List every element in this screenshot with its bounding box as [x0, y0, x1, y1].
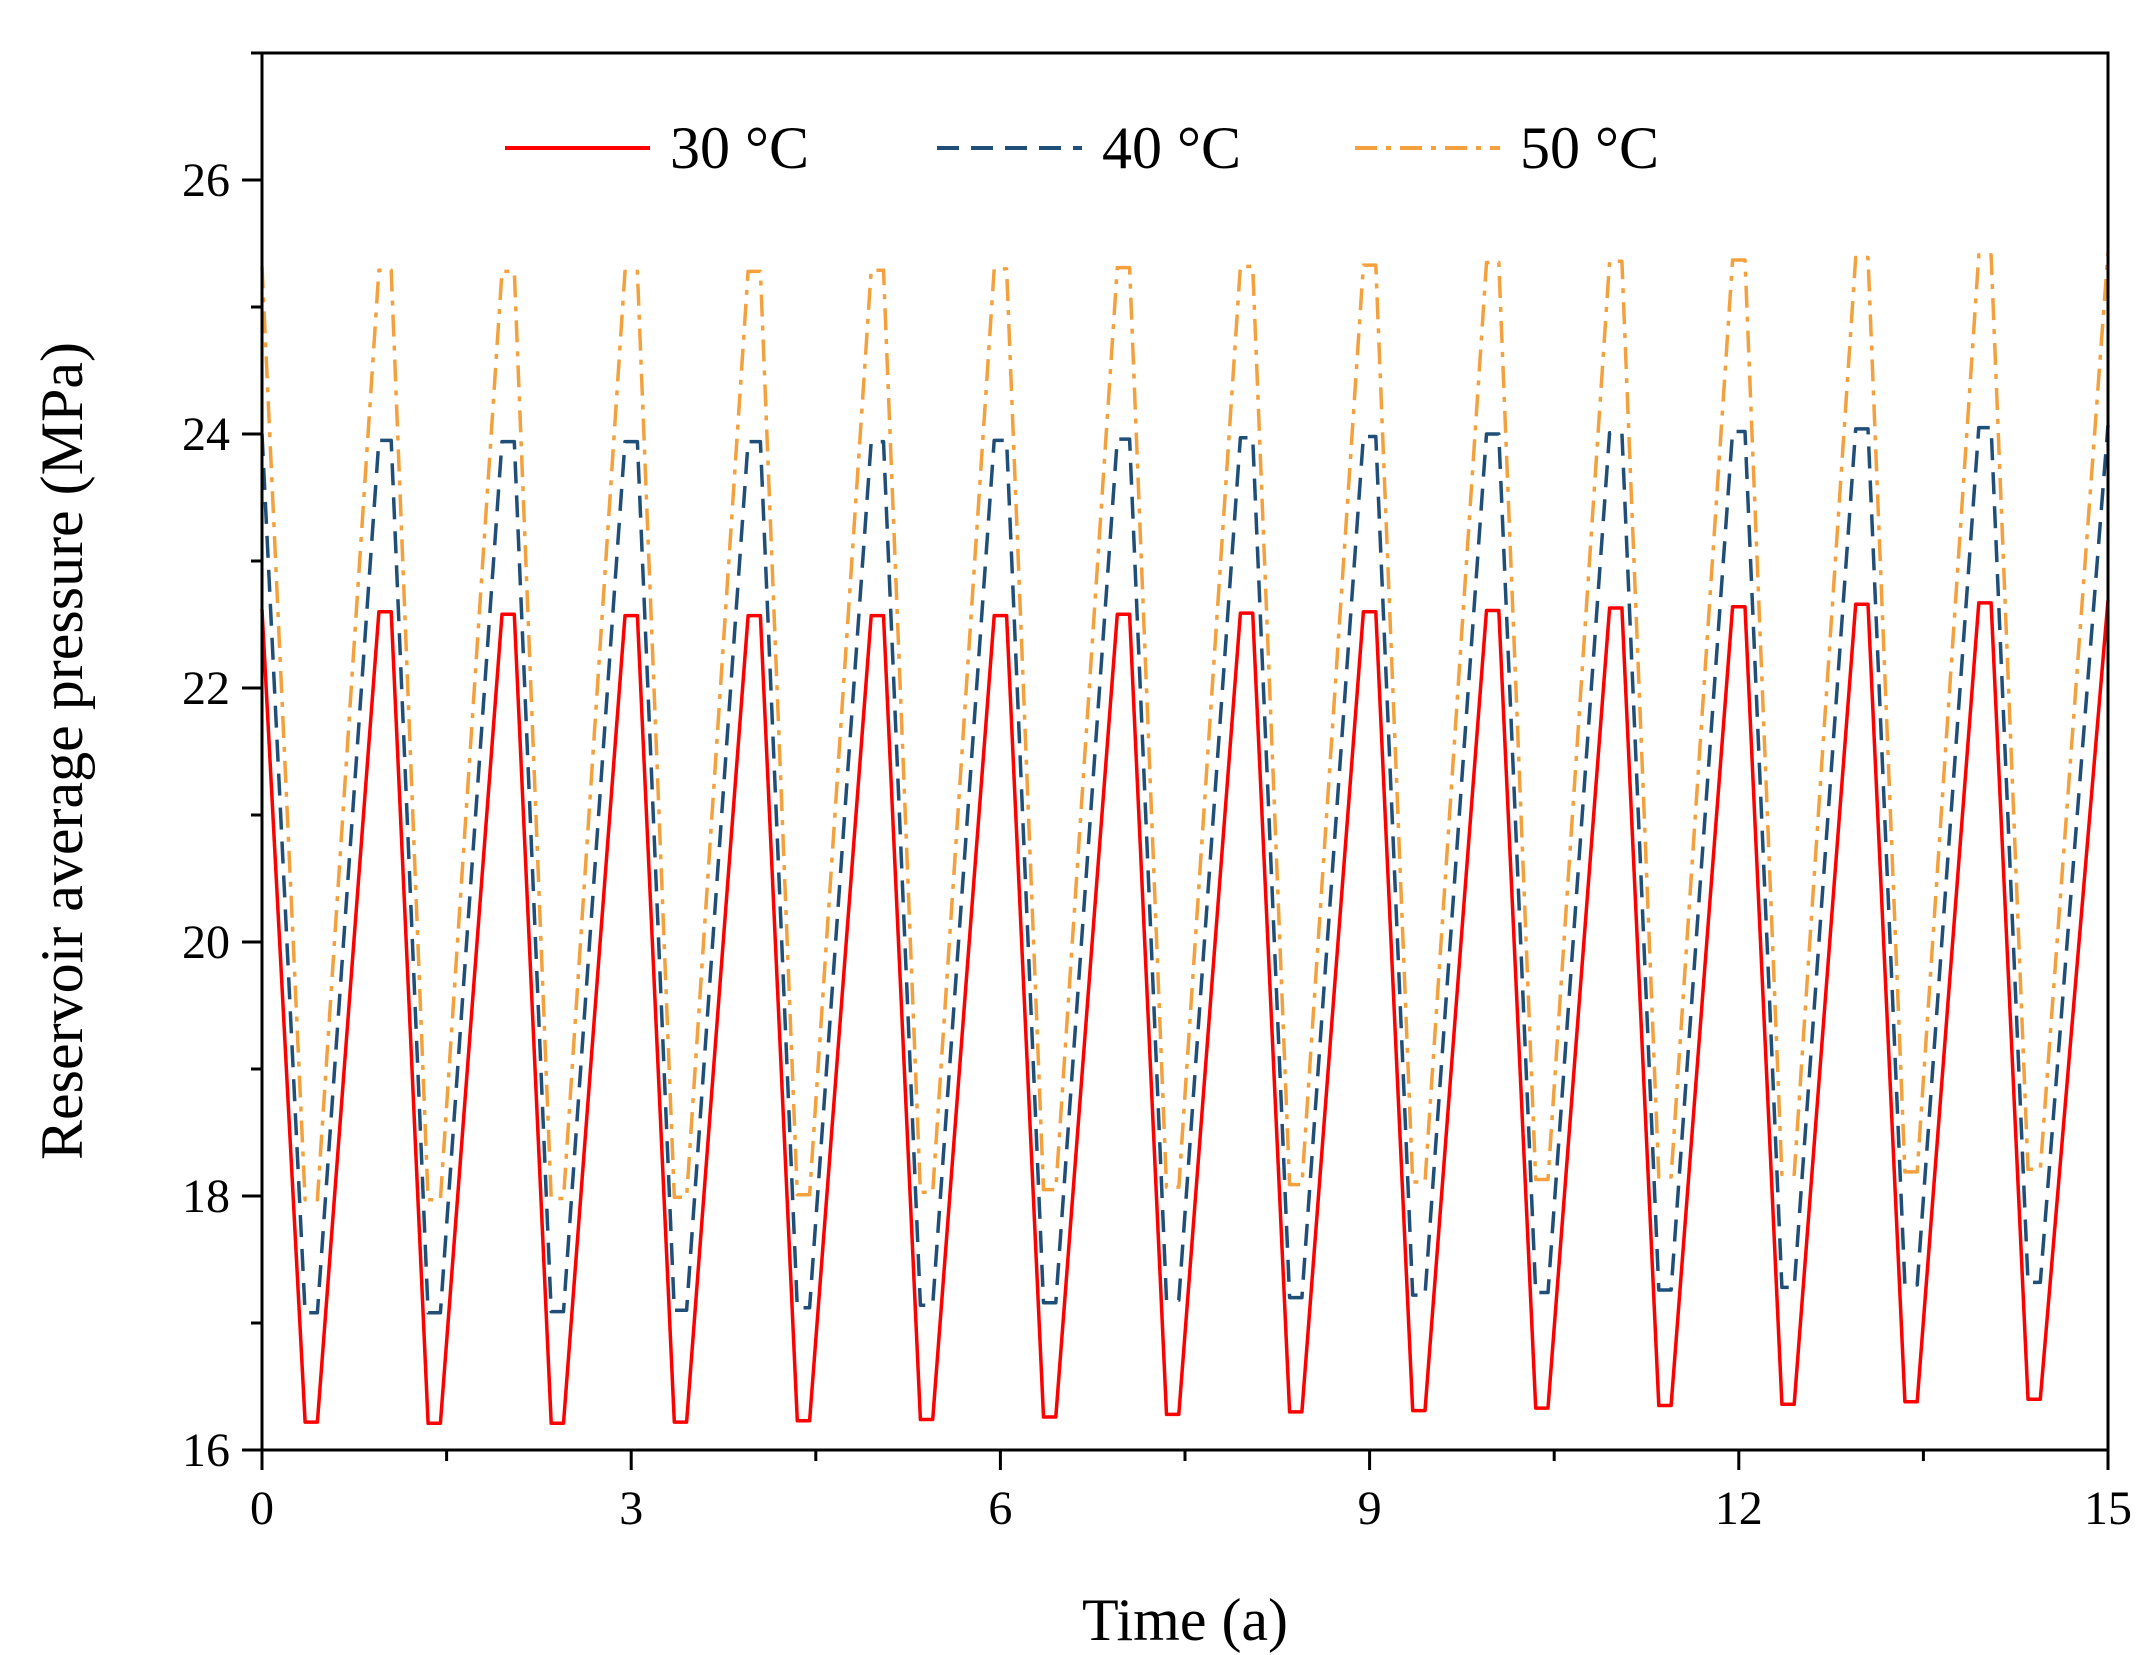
x-axis-title: Time (a): [1082, 1587, 1288, 1653]
x-tick-label: 3: [619, 1482, 643, 1535]
plot-area: [260, 51, 2110, 1452]
y-axis-title: Reservoir average pressure (MPa): [29, 342, 95, 1160]
y-tick-label: 20: [182, 916, 230, 969]
legend-label-3: 50 °C: [1520, 115, 1659, 181]
y-tick-label: 22: [182, 662, 230, 715]
y-tick-label: 16: [182, 1424, 230, 1477]
x-tick-label: 9: [1358, 1482, 1382, 1535]
x-tick-label: 12: [1715, 1482, 1763, 1535]
series-line-2: [260, 424, 2110, 1315]
y-axis: 16 18 20 22 24 26: [182, 51, 262, 1477]
legend-label-2: 40 °C: [1102, 115, 1241, 181]
y-tick-label: 26: [182, 154, 230, 207]
legend: 30 °C 40 °C 50 °C: [505, 115, 1659, 181]
x-tick-label: 0: [250, 1482, 274, 1535]
y-tick-label: 18: [182, 1170, 230, 1223]
x-tick-label: 6: [988, 1482, 1012, 1535]
y-tick-label: 24: [182, 408, 230, 461]
legend-label-1: 30 °C: [670, 115, 809, 181]
x-tick-label: 15: [2084, 1482, 2132, 1535]
series-line-3: [260, 252, 2110, 1202]
series-layer: [260, 252, 2110, 1426]
series-line-1: [260, 600, 2110, 1426]
x-axis: 0 3 6 9 12 15: [250, 1450, 2132, 1535]
